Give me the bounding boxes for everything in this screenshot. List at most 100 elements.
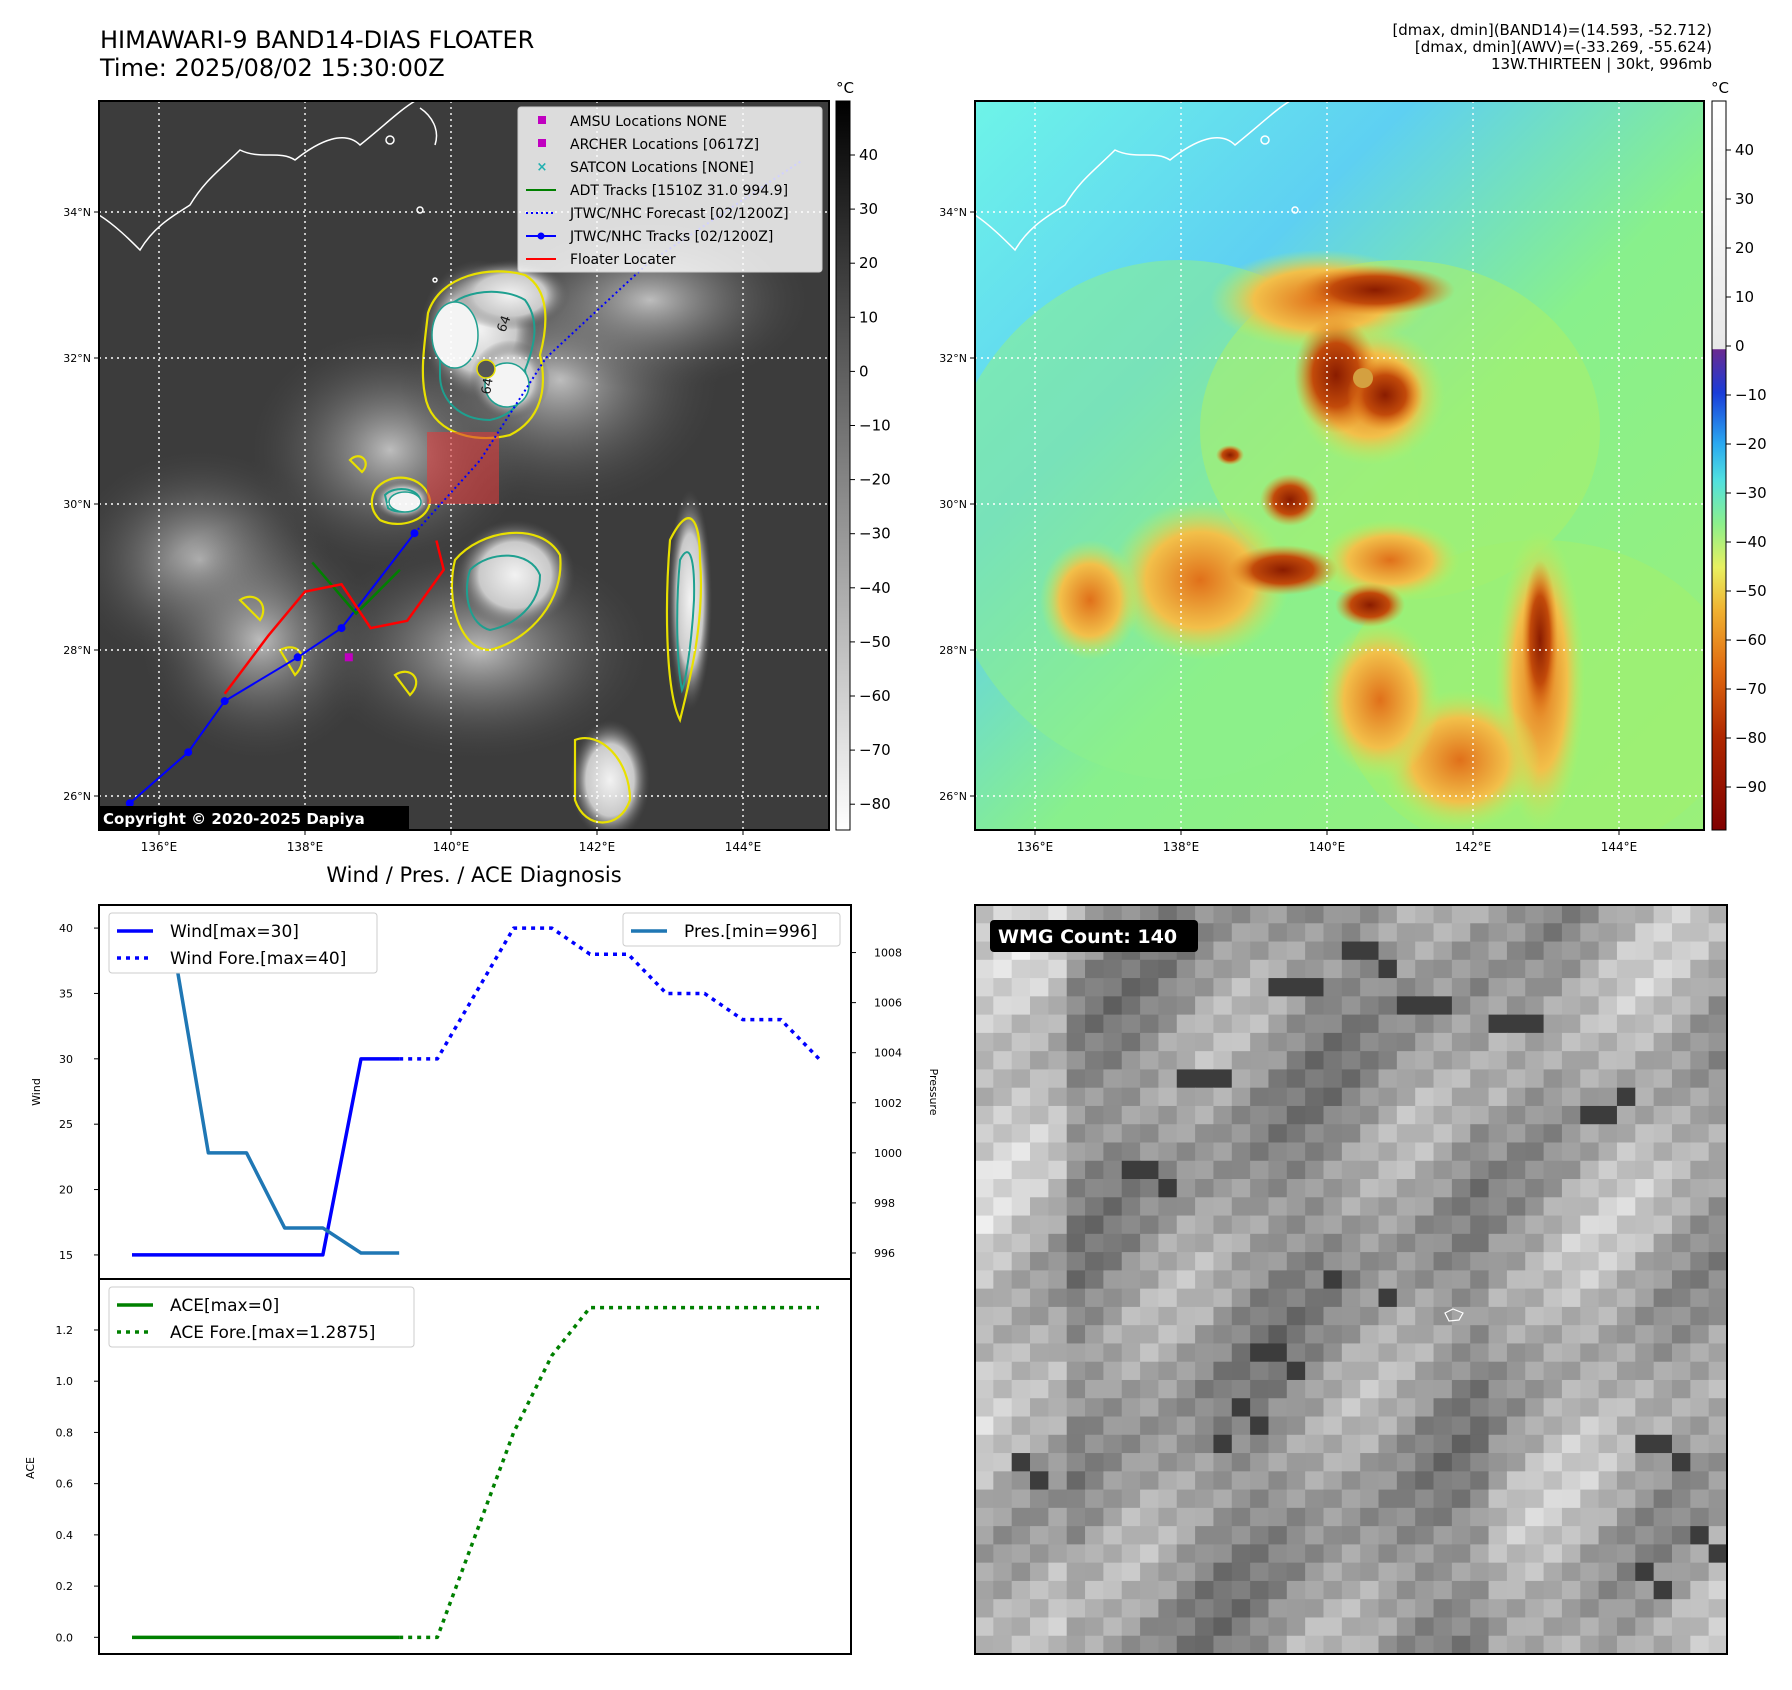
wmg-cell [1470, 1306, 1490, 1326]
wmg-cell [1525, 1453, 1545, 1472]
contour-label-64-a: 64 [495, 314, 515, 335]
legend-marker-dot [537, 232, 545, 240]
wmg-cell [1598, 1599, 1618, 1619]
wmg-cell [1121, 1562, 1141, 1582]
wmg-cell [1085, 905, 1104, 924]
wmg-cell [1066, 1270, 1086, 1290]
wmg-cell [1671, 1361, 1691, 1381]
wmg-cell [975, 978, 994, 997]
wmg-cell [1066, 1599, 1086, 1619]
wmg-cell [1268, 1306, 1288, 1326]
wmg-cell [1140, 1599, 1160, 1619]
wmg-cell [1341, 1124, 1361, 1144]
wmg-cell [1195, 1489, 1215, 1509]
wmg-cell [1396, 959, 1416, 979]
wmg-cell [1066, 1197, 1086, 1217]
wmg-cell [1616, 1142, 1636, 1162]
y-tick-label: 35 [59, 987, 73, 1000]
wmg-cell [1690, 1014, 1710, 1034]
wmg-cell [1360, 1416, 1380, 1436]
wmg-cell [1250, 1215, 1270, 1235]
wmg-cell [1121, 1051, 1141, 1071]
wmg-cell [1286, 1215, 1306, 1235]
wmg-cell [1305, 1233, 1325, 1253]
wmg-cell [1158, 1179, 1178, 1198]
wmg-cell [1085, 1051, 1104, 1071]
wmg-cell [1635, 1361, 1655, 1381]
wmg-cell [1598, 1252, 1618, 1271]
wmg-cell [1708, 1416, 1727, 1436]
wmg-cell [1543, 1215, 1563, 1235]
wmg-cell [1525, 1562, 1545, 1582]
wmg-cell [1231, 1032, 1251, 1052]
wmg-cell [1213, 1617, 1233, 1637]
wmg-cell [1286, 1471, 1306, 1491]
wmg-cell [1415, 959, 1435, 979]
wmg-cell [1580, 1105, 1600, 1125]
wmg-cell [1140, 1617, 1160, 1637]
wmg-cell [1671, 1032, 1691, 1052]
wmg-cell [1561, 1160, 1581, 1180]
colorbar-left-unit: °C [836, 79, 854, 97]
wmg-cell [1030, 1142, 1049, 1162]
wmg-cell [1231, 1325, 1251, 1345]
wmg-cell [1671, 1343, 1691, 1363]
wmg-cell [1378, 978, 1398, 997]
wmg-cell [1066, 1215, 1086, 1235]
wmg-cell [1433, 1507, 1453, 1527]
wmg-cell [1268, 1325, 1288, 1345]
wmg-cell [1268, 1416, 1288, 1436]
wmg-cell [1030, 978, 1049, 997]
wmg-cell [1066, 1160, 1086, 1180]
wmg-cell [1360, 1306, 1380, 1326]
wmg-cell [1506, 1105, 1526, 1125]
wmg-cell [1250, 959, 1270, 979]
wmg-cell [1525, 1014, 1545, 1034]
wmg-cell [1103, 1617, 1123, 1637]
wmg-cell [1378, 1124, 1398, 1144]
wmg-cell [1671, 1526, 1691, 1545]
wmg-cell [1580, 1124, 1600, 1144]
wmg-cell [1525, 1069, 1545, 1089]
wmg-cell [1030, 1069, 1049, 1089]
wmg-cell [1213, 959, 1233, 979]
wmg-cell [1121, 1580, 1141, 1600]
wmg-cell [1360, 996, 1380, 1016]
wmg-cell [1690, 1270, 1710, 1290]
wmg-cell [1506, 1288, 1526, 1308]
wmg-cell [1690, 1599, 1710, 1619]
wmg-cell [1488, 1526, 1508, 1545]
wmg-cell [1305, 1306, 1325, 1326]
wmg-cell [1396, 1325, 1416, 1345]
wmg-cell [1213, 1453, 1233, 1472]
wmg-cell [1176, 1179, 1196, 1198]
wmg-cell [1268, 1142, 1288, 1162]
wmg-cell [1488, 1270, 1508, 1290]
wmg-cell [1671, 1252, 1691, 1271]
wmg-cell [1011, 905, 1031, 924]
wmg-cell [1708, 1599, 1727, 1619]
wmg-cell [1635, 1252, 1655, 1271]
wmg-cell [1305, 1453, 1325, 1472]
wmg-cell [1378, 1434, 1398, 1454]
wmg-cell [1616, 905, 1636, 924]
wmg-cell [1451, 1526, 1471, 1545]
wmg-cell [1195, 1526, 1215, 1545]
wmg-cell [1140, 1270, 1160, 1290]
wmg-cell [1048, 1270, 1068, 1290]
pressure-axis-label: Pressure [927, 1069, 940, 1116]
wmg-cell [1671, 1635, 1691, 1654]
lat-tick-label: 34°N [63, 206, 91, 219]
wmg-cell [1525, 1270, 1545, 1290]
wmg-cell [1396, 1526, 1416, 1545]
wmg-cell [1598, 1635, 1618, 1654]
wmg-cell [1690, 1489, 1710, 1509]
wmg-cell [1488, 1507, 1508, 1527]
wmg-cell [1048, 1398, 1068, 1418]
wmg-cell [1488, 1124, 1508, 1144]
wmg-cell [1580, 1398, 1600, 1418]
wmg-cell [1231, 1580, 1251, 1600]
wmg-cell [1066, 1361, 1086, 1381]
wmg-cell [1085, 1507, 1104, 1527]
wmg-cell [1506, 905, 1526, 924]
